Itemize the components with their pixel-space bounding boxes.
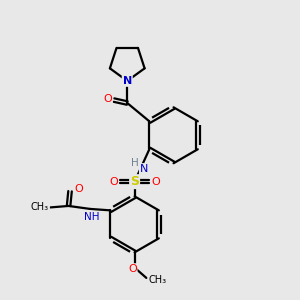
Text: O: O <box>74 184 83 194</box>
Text: O: O <box>128 264 136 274</box>
Text: N: N <box>123 76 132 86</box>
Text: O: O <box>109 177 118 187</box>
Text: CH₃: CH₃ <box>148 275 166 285</box>
Text: H: H <box>131 158 139 168</box>
Text: N: N <box>140 164 148 174</box>
Text: O: O <box>103 94 112 103</box>
Text: CH₃: CH₃ <box>31 202 49 212</box>
Text: O: O <box>152 177 160 187</box>
Text: NH: NH <box>84 212 100 222</box>
Text: S: S <box>130 175 139 188</box>
